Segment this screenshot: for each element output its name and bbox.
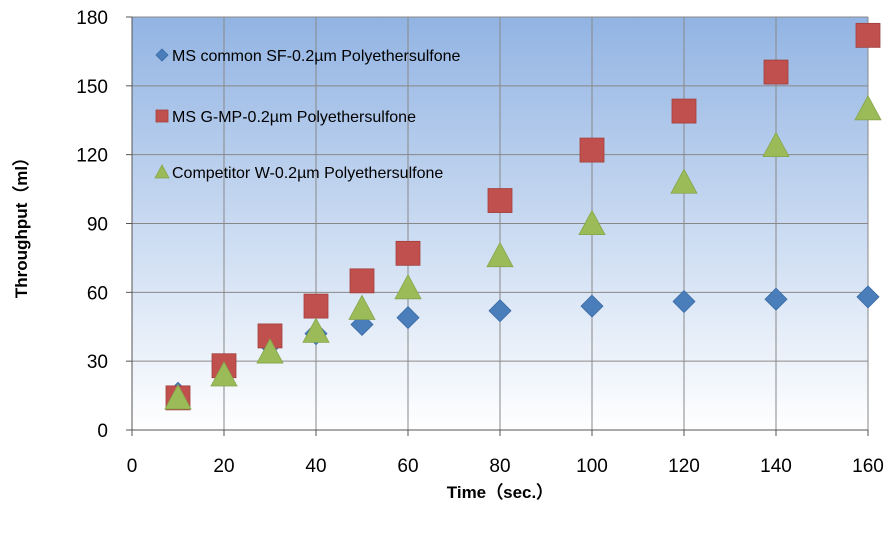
x-tick-label: 20 bbox=[213, 456, 234, 477]
diamond-point bbox=[856, 285, 880, 309]
triangle-point bbox=[164, 384, 192, 410]
square-point bbox=[487, 188, 513, 213]
triangle-point bbox=[348, 294, 376, 320]
triangle-point bbox=[670, 168, 698, 194]
triangle-point bbox=[854, 94, 882, 121]
legend-item: Competitor W-0.2µm Polyethersulfone bbox=[154, 164, 443, 182]
x-tick-label: 0 bbox=[127, 456, 138, 477]
x-tick-label: 80 bbox=[489, 456, 510, 477]
y-tick-label: 120 bbox=[76, 146, 108, 167]
series-3 bbox=[164, 94, 882, 410]
y-tick-label: 90 bbox=[87, 215, 108, 236]
x-tick-label: 100 bbox=[576, 456, 608, 477]
triangle-point bbox=[394, 273, 422, 300]
diamond-point bbox=[764, 287, 788, 311]
y-tick-label: 150 bbox=[76, 77, 108, 98]
square-point bbox=[303, 293, 329, 319]
square-point bbox=[671, 98, 697, 124]
y-tick-label: 60 bbox=[87, 283, 108, 304]
diamond-point bbox=[488, 299, 512, 323]
square-point bbox=[763, 59, 789, 85]
legend-marker bbox=[155, 109, 169, 123]
data-points bbox=[164, 22, 882, 411]
y-tick-label: 0 bbox=[97, 421, 108, 442]
y-tick-label: 180 bbox=[76, 8, 108, 29]
x-axis-title: Time（sec.） bbox=[447, 482, 553, 502]
legend-label: MS G-MP-0.2µm Polyethersulfone bbox=[172, 109, 416, 126]
x-tick-label: 120 bbox=[668, 456, 700, 477]
legend-item: MS common SF-0.2µm Polyethersulfone bbox=[155, 48, 461, 65]
legend-label: Competitor W-0.2µm Polyethersulfone bbox=[172, 165, 443, 182]
square-point bbox=[855, 22, 881, 48]
legend-marker bbox=[154, 164, 170, 179]
diamond-point bbox=[580, 294, 604, 318]
y-axis-title: Throughput（ml） bbox=[11, 149, 31, 298]
axes: 0 30 60 90 120 150 180 0 20 40 60 80 100 120 140 160 bbox=[76, 8, 884, 477]
triangle-point bbox=[486, 241, 514, 268]
triangle-point bbox=[256, 338, 284, 364]
legend-label: MS common SF-0.2µm Polyethersulfone bbox=[172, 48, 461, 65]
legend-item: MS G-MP-0.2µm Polyethersulfone bbox=[155, 109, 416, 126]
x-tick-label: 60 bbox=[397, 456, 418, 477]
square-point bbox=[395, 240, 421, 266]
square-point bbox=[349, 268, 375, 294]
x-tick-label: 160 bbox=[852, 456, 884, 477]
diamond-point bbox=[672, 289, 696, 314]
legend-marker bbox=[155, 48, 169, 62]
diamond-point bbox=[396, 306, 420, 330]
triangle-point bbox=[762, 131, 790, 157]
y-tick-label: 30 bbox=[87, 352, 108, 373]
x-tick-label: 140 bbox=[760, 456, 792, 477]
x-tick-label: 40 bbox=[305, 456, 326, 477]
legend: MS common SF-0.2µm Polyethersulfone MS G-… bbox=[154, 48, 461, 182]
triangle-point bbox=[302, 317, 330, 343]
triangle-point bbox=[578, 209, 606, 235]
triangle-point bbox=[210, 361, 238, 387]
square-point bbox=[579, 137, 605, 163]
